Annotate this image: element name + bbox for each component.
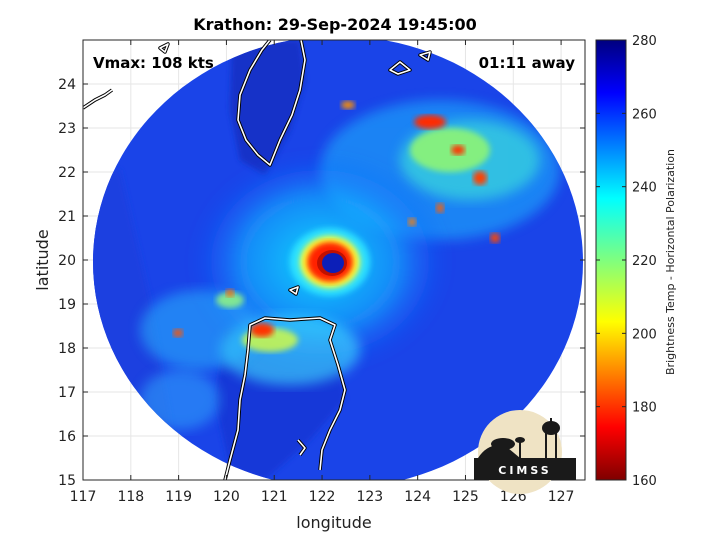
x-axis-ticks: 117 118 119 120 121 122 123 124 125 126 127 (70, 40, 575, 505)
x-tick-label: 118 (117, 489, 144, 505)
x-tick-label: 125 (452, 489, 479, 505)
time-away-annotation: 01:11 away (479, 54, 576, 72)
cimss-logo-text: CIMSS (498, 464, 551, 477)
y-tick-label: 19 (58, 297, 76, 313)
y-tick-label: 15 (58, 473, 76, 489)
colorbar-label: Brightness Temp - Horizontal Polarizatio… (664, 149, 677, 375)
y-tick-label: 20 (58, 253, 76, 269)
x-tick-label: 123 (356, 489, 383, 505)
cimss-logo: CIMSS (474, 410, 576, 494)
colorbar-tick-label: 220 (632, 254, 657, 269)
vmax-annotation: Vmax: 108 kts (93, 54, 214, 72)
x-tick-label: 124 (404, 489, 431, 505)
coastlines (83, 40, 432, 480)
x-tick-label: 121 (261, 489, 288, 505)
x-tick-label: 120 (213, 489, 240, 505)
colorbar-tick-label: 180 (632, 401, 657, 416)
colorbar-tick-label: 240 (632, 181, 657, 196)
y-tick-label: 18 (58, 341, 76, 357)
y-tick-label: 23 (58, 121, 76, 137)
colorbar: 280 260 240 220 200 180 160 Brightness Temp - … (595, 34, 677, 489)
y-axis-label: latitude (33, 229, 52, 290)
colorbar-tick-label: 200 (632, 327, 657, 342)
x-tick-label: 122 (309, 489, 336, 505)
colorbar-tick-label: 260 (632, 107, 657, 122)
x-tick-label: 117 (70, 489, 97, 505)
colorbar-tick-label: 280 (632, 34, 657, 49)
colorbar-ticks: 280 260 240 220 200 180 160 (596, 34, 657, 489)
y-tick-label: 22 (58, 165, 76, 181)
y-tick-label: 17 (58, 385, 76, 401)
y-tick-label: 24 (58, 77, 76, 93)
figure-title: Krathon: 29-Sep-2024 19:45:00 (193, 15, 477, 34)
y-tick-label: 16 (58, 429, 76, 445)
colorbar-gradient (595, 39, 627, 481)
x-tick-label: 127 (548, 489, 575, 505)
x-axis-label: longitude (296, 513, 371, 532)
y-axis-ticks: 15 16 17 18 19 20 21 22 23 24 (58, 77, 585, 489)
x-tick-label: 119 (165, 489, 192, 505)
y-tick-label: 21 (58, 209, 76, 225)
colorbar-tick-label: 160 (632, 474, 657, 489)
